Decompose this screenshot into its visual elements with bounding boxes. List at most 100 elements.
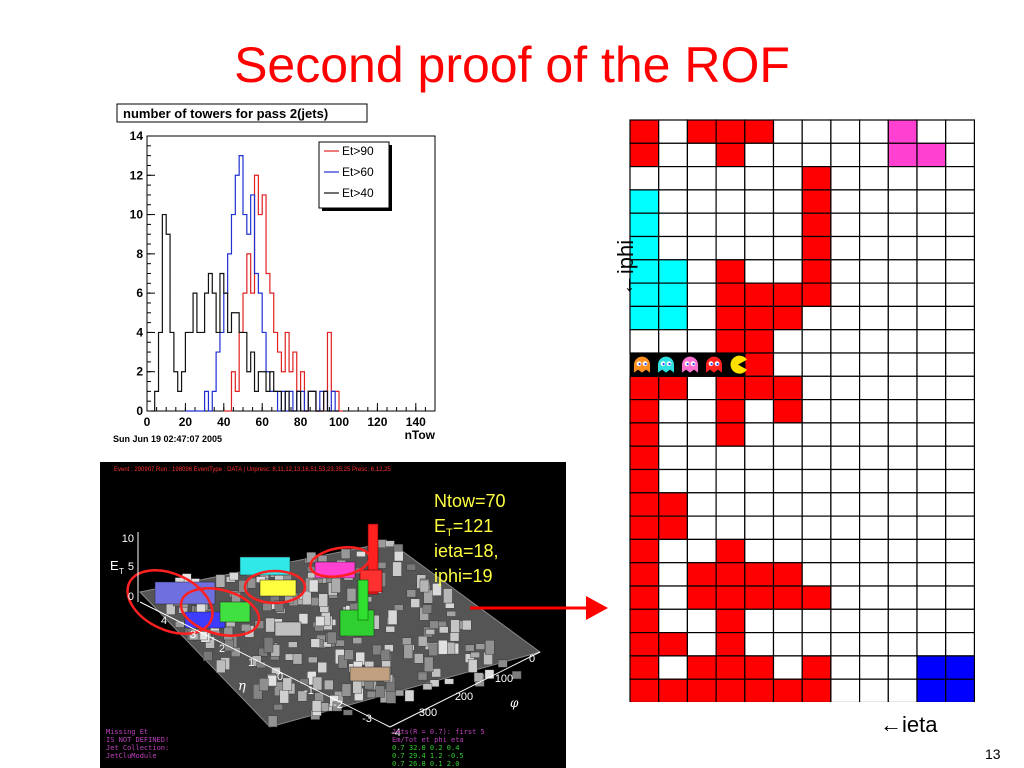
lego-jet-blob — [219, 601, 251, 623]
grid-cell — [772, 515, 803, 541]
grid-cell — [715, 631, 746, 657]
grid-cell — [830, 399, 861, 424]
grid-cell — [715, 259, 746, 284]
lego-tower — [279, 689, 289, 704]
lego-info-right: 0.7 26.8 0.1 2.0 — [392, 760, 459, 768]
grid-cell — [801, 678, 832, 702]
lego-tower — [431, 668, 441, 678]
grid-cell — [744, 608, 775, 634]
pacman-icon — [730, 355, 747, 374]
lego-tower — [375, 685, 385, 698]
lego-tower — [376, 562, 387, 569]
lego-tower — [265, 617, 275, 633]
grid-cell — [859, 538, 889, 564]
grid-cell — [945, 352, 976, 377]
grid-cell — [801, 468, 832, 494]
grid-cell — [686, 282, 717, 308]
grid-cell — [744, 468, 775, 494]
grid-cell — [744, 538, 775, 564]
grid-cell — [744, 142, 775, 168]
grid-cell — [801, 259, 832, 284]
grid-cell — [830, 468, 861, 494]
grid-cell — [658, 165, 689, 191]
grid-cell — [887, 562, 918, 587]
lego-tower — [428, 643, 438, 657]
ghost-pupil — [644, 362, 647, 366]
lego-jet-blob — [259, 579, 297, 597]
histogram-chart: number of towers for pass 2(jets)0 20 40 60… — [113, 103, 436, 444]
ghost-cyan-icon — [658, 356, 674, 373]
x-tick-label: 60 — [256, 415, 270, 429]
lego-tower — [392, 561, 402, 577]
grid-cell — [772, 259, 803, 284]
hist-title-box — [116, 103, 368, 123]
grid-cell — [629, 119, 660, 144]
ghost-red-icon — [706, 356, 722, 373]
grid-cell — [715, 399, 746, 424]
lego-tower — [485, 640, 495, 655]
grid-cell — [629, 608, 660, 634]
grid-cell — [715, 375, 746, 401]
grid-cell — [859, 655, 889, 680]
lego-tower-red — [367, 523, 379, 595]
ghost-pupil — [692, 362, 695, 366]
grid-cell — [801, 538, 832, 564]
grid-cell — [715, 422, 746, 447]
lego-tower — [473, 672, 484, 682]
y-tick-label: 4 — [136, 325, 143, 339]
lego-tower — [450, 619, 460, 633]
grid-cell — [772, 608, 803, 634]
grid-cell — [772, 352, 803, 377]
grid-cell — [830, 352, 861, 377]
grid-cell — [916, 142, 947, 168]
lego-tower — [439, 626, 449, 634]
grid-cell — [686, 655, 717, 680]
grid-cell — [715, 492, 746, 517]
grid-cell — [686, 305, 717, 331]
ghost-pupil — [716, 362, 719, 366]
grid-cell — [658, 631, 689, 657]
eta-tick-label: 1 — [248, 657, 254, 669]
grid-cell — [830, 189, 861, 214]
lego-tower — [308, 579, 319, 593]
lego-info-right: Em/Tot et phi eta — [392, 736, 464, 744]
grid-cell — [658, 142, 689, 168]
grid-cell — [945, 468, 976, 494]
grid-cell — [830, 165, 861, 191]
y-tick-label: 0 — [136, 404, 143, 418]
grid-cell — [801, 142, 832, 168]
grid-cell — [945, 678, 976, 702]
ghost-pupil — [686, 362, 689, 366]
lego-tower — [267, 674, 277, 687]
grid-cell — [686, 212, 717, 238]
lego-tower — [372, 644, 382, 656]
grid-cell — [830, 329, 861, 354]
lego-tower — [511, 671, 522, 680]
grid-cell — [945, 259, 976, 284]
lego-info-right: 0.7 32.0 0.2 0.4 — [392, 744, 459, 752]
legend-label: Et>60 — [342, 165, 374, 179]
grid-cell — [916, 235, 947, 261]
grid-cell — [830, 585, 861, 610]
grid-cell — [658, 608, 689, 634]
grid-cell — [744, 189, 775, 214]
lego-tower — [445, 602, 455, 609]
grid-cell — [830, 119, 861, 144]
grid-cell — [859, 329, 889, 354]
slide-title: Second proof of the ROF — [234, 37, 790, 93]
grid-cell — [772, 655, 803, 680]
lego-tower — [406, 563, 416, 571]
lego-tower — [414, 653, 424, 664]
grid-cell — [629, 655, 660, 680]
grid-cell — [658, 375, 689, 401]
lego-tower — [344, 649, 354, 660]
ghost-pupil — [668, 362, 671, 366]
lego-tower — [271, 667, 281, 675]
grid-cell — [686, 142, 717, 168]
lego-info-left: Missing Et — [106, 728, 148, 736]
lego-tower — [429, 620, 439, 629]
lego-tower — [446, 610, 456, 617]
grid-cell — [715, 678, 746, 702]
grid-cell — [887, 468, 918, 494]
grid-cell — [945, 399, 976, 424]
